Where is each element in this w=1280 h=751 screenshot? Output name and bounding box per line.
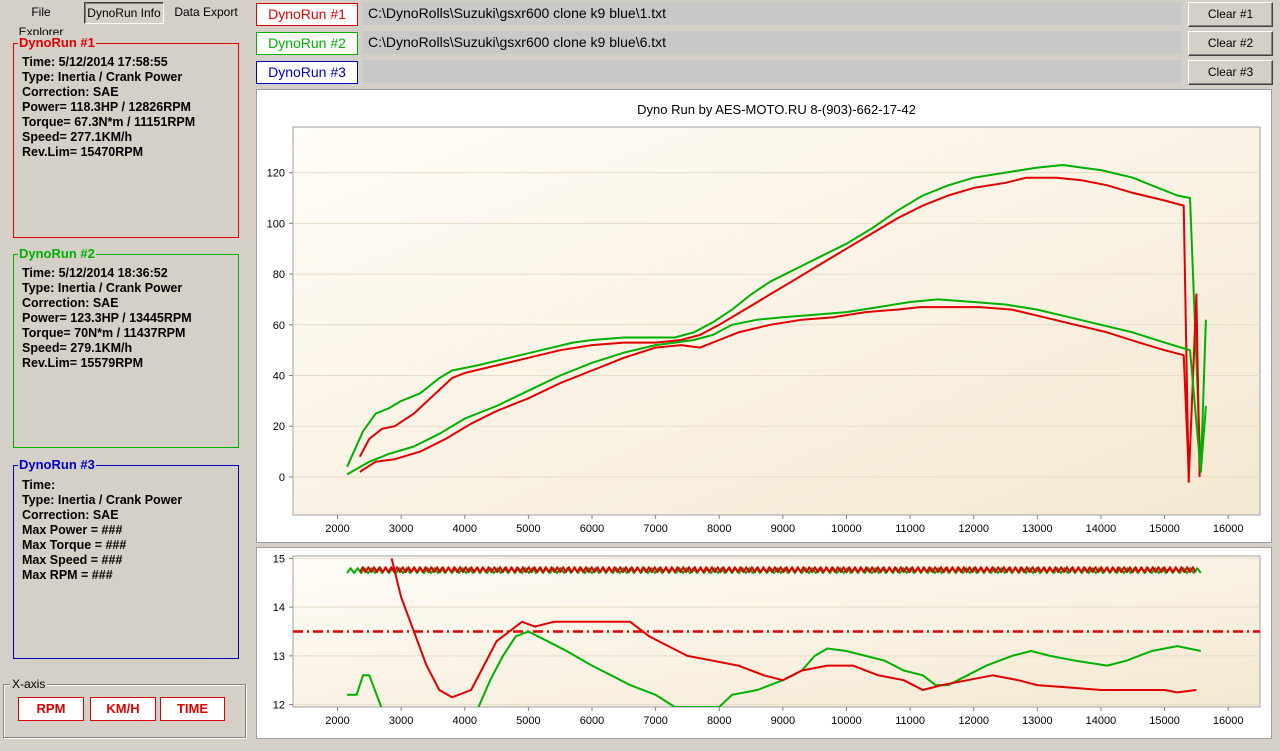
x-tick-label: 12000 bbox=[958, 715, 989, 727]
x-tick-label: 8000 bbox=[707, 523, 731, 535]
run-info-2: DynoRun #2 Time: 5/12/2014 18:36:52 Type… bbox=[13, 246, 239, 448]
run-info-3-max-rpm: Max RPM = ### bbox=[22, 568, 113, 582]
run-info-1-type: Type: Inertia / Crank Power bbox=[22, 70, 183, 84]
x-tick-label: 16000 bbox=[1213, 523, 1244, 535]
run-info-1-torque: Torque= 67.3N*m / 11151RPM bbox=[22, 115, 196, 129]
run-info-1-speed: Speed= 277.1KM/h bbox=[22, 130, 133, 144]
x-tick-label: 11000 bbox=[895, 523, 925, 535]
run-1-path: C:\DynoRolls\Suzuki\gsxr600 clone k9 blu… bbox=[362, 2, 1182, 25]
y-tick-label: 14 bbox=[273, 602, 285, 614]
x-tick-label: 8000 bbox=[707, 715, 731, 727]
x-tick-label: 2000 bbox=[325, 715, 349, 727]
x-tick-label: 9000 bbox=[771, 715, 795, 727]
run-info-2-torque: Torque= 70N*m / 11437RPM bbox=[22, 326, 186, 340]
plot-area bbox=[292, 126, 1261, 516]
y-tick-label: 40 bbox=[273, 371, 285, 383]
x-tick-label: 10000 bbox=[831, 715, 862, 727]
x-tick-label: 5000 bbox=[516, 523, 540, 535]
series-line-1 bbox=[346, 164, 1207, 473]
run-info-3-max-speed: Max Speed = ### bbox=[22, 553, 123, 567]
tab-file-explorer[interactable]: File Explorer bbox=[18, 5, 64, 39]
x-tick-label: 15000 bbox=[1149, 523, 1180, 535]
y-tick-label: 100 bbox=[267, 218, 285, 230]
y-tick-label: 60 bbox=[273, 320, 285, 332]
run-info-2-power: Power= 123.3HP / 13445RPM bbox=[22, 311, 192, 325]
x-tick-label: 7000 bbox=[643, 523, 667, 535]
series-line-2 bbox=[358, 176, 1201, 483]
run-info-2-time: Time: 5/12/2014 18:36:52 bbox=[22, 266, 168, 280]
run-info-1: DynoRun #1 Time: 5/12/2014 17:58:55 Type… bbox=[13, 35, 239, 238]
clear-2-button[interactable]: Clear #2 bbox=[1188, 31, 1273, 56]
run-info-2-correction: Correction: SAE bbox=[22, 296, 119, 310]
x-tick-label: 13000 bbox=[1022, 523, 1053, 535]
x-tick-label: 6000 bbox=[580, 523, 604, 535]
run-info-3-time: Time: bbox=[22, 478, 56, 492]
run-info-2-title: DynoRun #2 bbox=[18, 246, 96, 261]
y-tick-label: 120 bbox=[267, 168, 285, 180]
chart-title: Dyno Run by AES-MOTO.RU 8-(903)-662-17-4… bbox=[637, 102, 916, 117]
x-tick-label: 4000 bbox=[453, 715, 477, 727]
y-tick-label: 80 bbox=[273, 269, 285, 281]
run-1-button[interactable]: DynoRun #1 bbox=[256, 3, 358, 26]
x-tick-label: 9000 bbox=[771, 523, 795, 535]
afr-chart: 12 13 14 15 2000 3000 4000 5000 6000 7000 8000 9000… bbox=[256, 547, 1272, 739]
y-tick-label: 13 bbox=[273, 651, 285, 663]
run-info-3-type: Type: Inertia / Crank Power bbox=[22, 493, 183, 507]
clear-3-button[interactable]: Clear #3 bbox=[1188, 60, 1273, 85]
run-info-1-revlim: Rev.Lim= 15470RPM bbox=[22, 145, 144, 159]
run-3-path bbox=[362, 60, 1182, 83]
run-info-1-power: Power= 118.3HP / 12826RPM bbox=[22, 100, 191, 114]
run-info-1-time: Time: 5/12/2014 17:58:55 bbox=[22, 55, 168, 69]
run-info-3-correction: Correction: SAE bbox=[22, 508, 119, 522]
x-tick-label: 12000 bbox=[958, 523, 989, 535]
x-tick-label: 10000 bbox=[831, 523, 862, 535]
x-tick-label: 5000 bbox=[516, 715, 540, 727]
x-tick-label: 2000 bbox=[325, 523, 349, 535]
run-info-3: DynoRun #3 Time: Type: Inertia / Crank P… bbox=[13, 457, 239, 659]
y-tick-label: 15 bbox=[273, 553, 285, 565]
x-tick-label: 6000 bbox=[580, 715, 604, 727]
series-line-3 bbox=[346, 298, 1207, 476]
run-info-1-title: DynoRun #1 bbox=[18, 35, 96, 50]
x-axis-kmh-button[interactable]: KM/H bbox=[90, 697, 156, 721]
run-info-2-speed: Speed= 279.1KM/h bbox=[22, 341, 133, 355]
clear-1-button[interactable]: Clear #1 bbox=[1188, 2, 1273, 27]
run-3-button[interactable]: DynoRun #3 bbox=[256, 61, 358, 84]
y-tick-label: 20 bbox=[273, 421, 285, 433]
run-info-3-max-power: Max Power = ### bbox=[22, 523, 123, 537]
run-info-3-title: DynoRun #3 bbox=[18, 457, 96, 472]
x-tick-label: 14000 bbox=[1086, 523, 1117, 535]
x-tick-label: 4000 bbox=[453, 523, 477, 535]
x-tick-label: 13000 bbox=[1022, 715, 1053, 727]
x-axis-rpm-button[interactable]: RPM bbox=[18, 697, 84, 721]
run-2-button[interactable]: DynoRun #2 bbox=[256, 32, 358, 55]
x-tick-label: 14000 bbox=[1086, 715, 1117, 727]
x-axis-legend: X-axis bbox=[10, 677, 48, 691]
x-tick-label: 7000 bbox=[643, 715, 667, 727]
afr-chart-svg: 12 13 14 15 2000 3000 4000 5000 6000 7000 8000 9000… bbox=[273, 553, 1261, 727]
tab-data-export[interactable]: Data Export bbox=[174, 5, 238, 19]
series-line-4 bbox=[359, 306, 1190, 473]
y-tick-label: 12 bbox=[273, 700, 285, 712]
x-tick-label: 16000 bbox=[1213, 715, 1244, 727]
series-line-4 bbox=[390, 558, 1197, 699]
run-info-3-max-torque: Max Torque = ### bbox=[22, 538, 127, 552]
run-2-path: C:\DynoRolls\Suzuki\gsxr600 clone k9 blu… bbox=[362, 31, 1182, 54]
y-tick-label: 0 bbox=[279, 472, 285, 484]
x-tick-label: 15000 bbox=[1149, 715, 1180, 727]
x-tick-label: 3000 bbox=[389, 523, 413, 535]
tab-dynorun-info[interactable]: DynoRun Info bbox=[84, 2, 164, 24]
x-tick-label: 11000 bbox=[895, 715, 925, 727]
x-axis-time-button[interactable]: TIME bbox=[160, 697, 225, 721]
series-line-2 bbox=[358, 566, 1197, 574]
power-torque-chart: Dyno Run by AES-MOTO.RU 8-(903)-662-17-4… bbox=[256, 89, 1272, 543]
power-torque-chart-svg: Dyno Run by AES-MOTO.RU 8-(903)-662-17-4… bbox=[267, 102, 1261, 535]
run-info-2-type: Type: Inertia / Crank Power bbox=[22, 281, 183, 295]
run-info-1-correction: Correction: SAE bbox=[22, 85, 119, 99]
run-info-2-revlim: Rev.Lim= 15579RPM bbox=[22, 356, 144, 370]
x-axis-group: X-axis RPM KM/H TIME bbox=[3, 677, 246, 738]
tab-strip: File Explorer DynoRun Info Data Export bbox=[0, 0, 248, 39]
x-tick-label: 3000 bbox=[389, 715, 413, 727]
